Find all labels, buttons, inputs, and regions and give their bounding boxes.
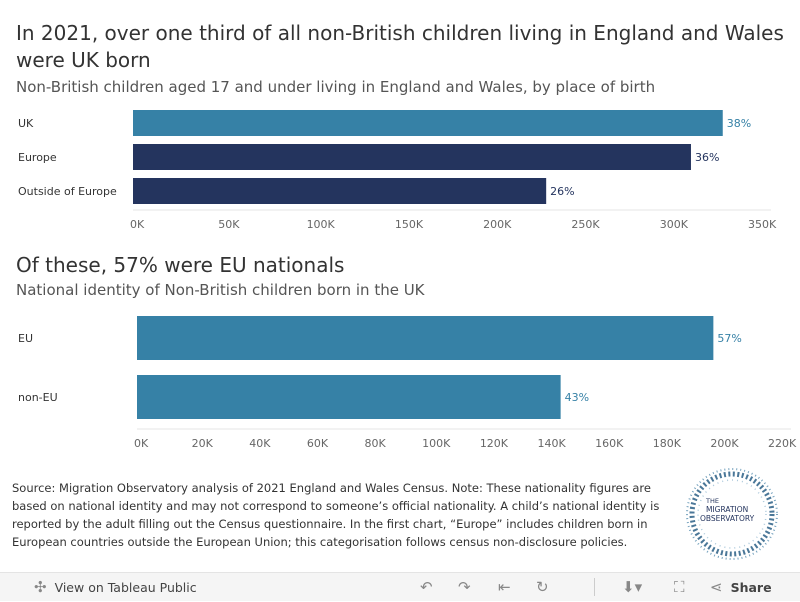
chart1-subtitle: Non-British children aged 17 and under l… xyxy=(16,78,656,96)
chart1-data-label: 38% xyxy=(727,117,751,130)
chart2-tick-label: 20K xyxy=(192,437,214,450)
share-label: Share xyxy=(730,580,772,595)
revert-icon[interactable]: ⇤ xyxy=(498,578,511,596)
chart1-bar xyxy=(133,110,723,136)
chart1-plot: UK 38% Europe 36% Outside of Europe 26% 0K 50K 1… xyxy=(18,110,777,231)
chart1-bar xyxy=(133,144,691,170)
chart2-tick-label: 220K xyxy=(768,437,797,450)
chart1-tick-label: 250K xyxy=(571,218,600,231)
chart2-data-label: 43% xyxy=(565,391,589,404)
chart2-tick-label: 80K xyxy=(365,437,387,450)
chart2-bar xyxy=(137,316,714,360)
chart2-tick-label: 140K xyxy=(537,437,566,450)
chart2-category-label: EU xyxy=(18,332,33,345)
chart2-subtitle: National identity of Non-British childre… xyxy=(16,281,425,299)
chart2-tick-label: 40K xyxy=(249,437,271,450)
download-icon[interactable]: ⬇▾ xyxy=(622,578,643,596)
chart1-tick-label: 0K xyxy=(130,218,145,231)
undo-icon[interactable]: ↶ xyxy=(420,578,433,596)
fullscreen-icon[interactable]: ⛶ xyxy=(674,578,685,596)
chart2-bar xyxy=(137,375,561,419)
chart2-title: Of these, 57% were EU nationals xyxy=(16,253,345,277)
chart1-bar xyxy=(133,178,547,204)
share-icon: ⋖ xyxy=(710,578,723,596)
share-button[interactable]: ⋖ Share xyxy=(710,573,772,601)
chart1-tick-label: 200K xyxy=(483,218,512,231)
source-note: Source: Migration Observatory analysis o… xyxy=(12,481,660,549)
chart1-data-label: 36% xyxy=(695,151,719,164)
tableau-icon: ✣ xyxy=(34,578,47,596)
chart1-category-label: Europe xyxy=(18,151,57,164)
refresh-icon[interactable]: ↻ xyxy=(536,578,549,596)
chart1-title: In 2021, over one third of all non-Briti… xyxy=(16,21,784,72)
chart2-tick-label: 160K xyxy=(595,437,624,450)
tableau-toolbar: ✣ View on Tableau Public ↶ ↷ ⇤ ↻ ⬇▾ ⛶ ⋖ … xyxy=(0,572,800,601)
chart2-tick-label: 200K xyxy=(710,437,739,450)
logo-text-observatory: OBSERVATORY xyxy=(700,514,755,523)
chart1-data-label: 26% xyxy=(550,185,574,198)
chart2-tick-label: 100K xyxy=(422,437,451,450)
chart1-category-label: UK xyxy=(18,117,34,130)
chart2-plot: EU 57% non-EU 43% 0K 20K 40K 60K 80K 100K 120K 140K… xyxy=(18,316,797,450)
chart1-tick-label: 100K xyxy=(307,218,336,231)
logo-text-the: THE xyxy=(705,497,719,505)
chart2-data-label: 57% xyxy=(717,332,741,345)
logo-text-migration: MIGRATION xyxy=(706,505,748,514)
chart2-tick-label: 60K xyxy=(307,437,329,450)
toolbar-divider xyxy=(594,578,595,596)
chart1-tick-label: 300K xyxy=(660,218,689,231)
view-on-tableau-label: View on Tableau Public xyxy=(54,580,197,595)
chart2-category-label: non-EU xyxy=(18,391,58,404)
migration-observatory-logo[interactable]: THE MIGRATION OBSERVATORY xyxy=(684,466,780,562)
chart2-tick-label: 0K xyxy=(134,437,149,450)
redo-icon[interactable]: ↷ xyxy=(458,578,471,596)
chart2-tick-label: 120K xyxy=(480,437,509,450)
chart1-tick-label: 350K xyxy=(748,218,777,231)
chart1-tick-label: 50K xyxy=(218,218,240,231)
chart1-tick-label: 150K xyxy=(395,218,424,231)
chart2-tick-label: 180K xyxy=(653,437,682,450)
view-on-tableau-button[interactable]: ✣ View on Tableau Public xyxy=(34,573,197,601)
chart1-category-label: Outside of Europe xyxy=(18,185,117,198)
